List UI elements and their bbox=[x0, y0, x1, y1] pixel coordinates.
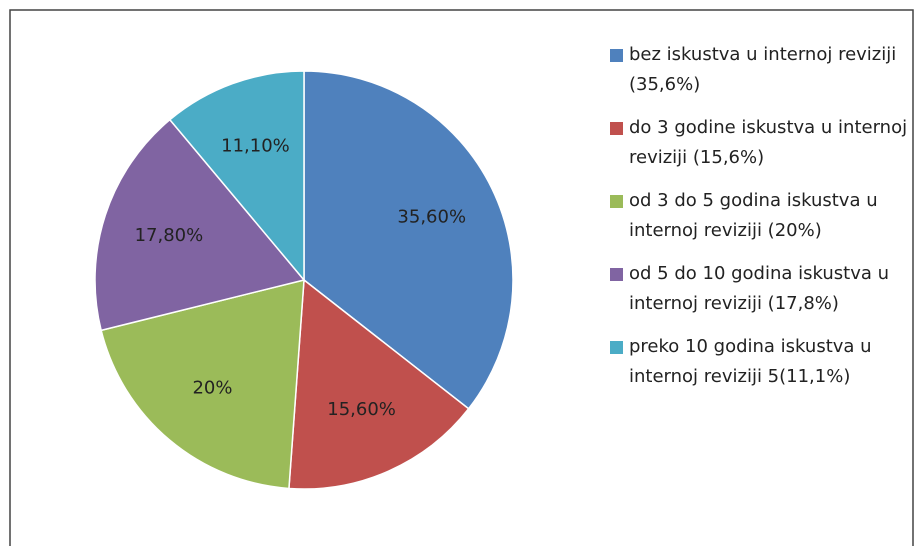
legend-swatch bbox=[610, 341, 623, 354]
legend-item: od 3 do 5 godina iskustva u internoj rev… bbox=[610, 186, 910, 246]
legend-swatch bbox=[610, 268, 623, 281]
legend-label: preko 10 godina iskustva u internoj revi… bbox=[629, 336, 872, 387]
data-label: 20% bbox=[192, 378, 232, 399]
pie-slice bbox=[94, 118, 306, 332]
frame bbox=[9, 9, 914, 546]
legend-label: bez iskustva u internoj reviziji (35,6%) bbox=[629, 44, 897, 95]
legend-item: do 3 godine iskustva u internoj reviziji… bbox=[610, 113, 910, 173]
legend-swatch bbox=[610, 195, 623, 208]
data-label: 11,10% bbox=[221, 135, 290, 156]
legend: bez iskustva u internoj reviziji (35,6%)… bbox=[610, 40, 910, 405]
legend-label: od 5 do 10 godina iskustva u internoj re… bbox=[629, 263, 890, 314]
pie-slice bbox=[100, 279, 305, 490]
pie-slice bbox=[303, 70, 514, 410]
legend-item: od 5 do 10 godina iskustva u internoj re… bbox=[610, 259, 910, 319]
legend-swatch bbox=[610, 49, 623, 62]
legend-label: do 3 godine iskustva u internoj reviziji… bbox=[629, 117, 908, 168]
legend-item: bez iskustva u internoj reviziji (35,6%) bbox=[610, 40, 910, 100]
data-label: 35,60% bbox=[397, 207, 466, 228]
legend-item: preko 10 godina iskustva u internoj revi… bbox=[610, 332, 910, 392]
legend-swatch bbox=[610, 122, 623, 135]
pie-slice bbox=[168, 70, 305, 283]
legend-label: od 3 do 5 godina iskustva u internoj rev… bbox=[629, 190, 878, 241]
data-label: 17,80% bbox=[135, 225, 204, 246]
data-label: 15,60% bbox=[327, 399, 396, 420]
pie-slice bbox=[288, 278, 470, 490]
